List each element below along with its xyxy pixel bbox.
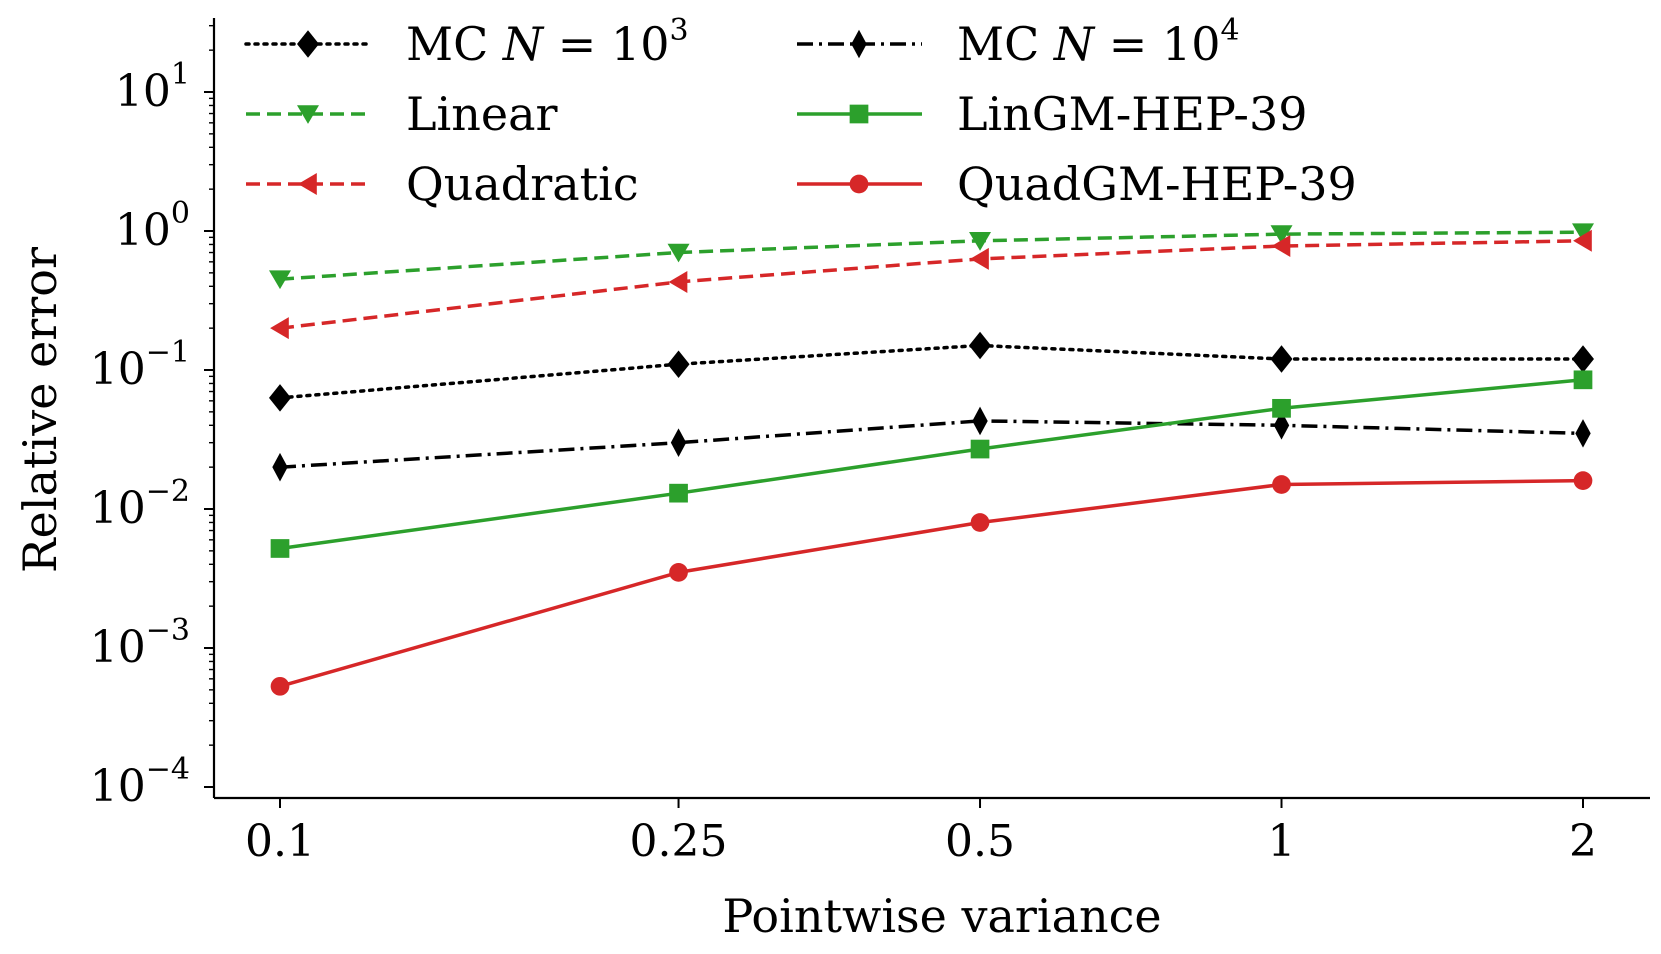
series-lingm-hep-39 <box>270 370 1593 558</box>
data-point <box>972 406 988 436</box>
data-point <box>670 428 687 457</box>
legend-marker <box>849 104 869 124</box>
legend-label: LinGM-HEP-39 <box>957 87 1307 141</box>
axes: 101 100 10−1 10−2 10−3 10−4 0.1 0.25 0.5 1 2 <box>90 18 1650 867</box>
series-layer <box>269 223 1594 696</box>
x-tick-label: 0.1 <box>245 816 315 867</box>
series-mc-n-10-3 <box>269 331 1594 412</box>
x-tick-label: 0.25 <box>630 816 728 867</box>
legend-entry: QuadGM-HEP-39 <box>797 157 1357 211</box>
data-point <box>1272 475 1291 494</box>
series-quadratic <box>270 229 1592 340</box>
legend-label: QuadGM-HEP-39 <box>957 157 1357 211</box>
series-line <box>279 239 1584 330</box>
legend-marker <box>297 30 319 58</box>
data-point <box>969 232 992 251</box>
data-point <box>1572 345 1594 373</box>
y-tick-label: 101 <box>115 57 190 117</box>
series-mc-n-10-4 <box>272 406 1591 482</box>
legend-entry: Linear <box>246 87 558 141</box>
data-point <box>1572 223 1594 243</box>
x-tick-label: 0.5 <box>945 816 1015 867</box>
data-point <box>969 331 992 360</box>
legend-marker <box>849 174 869 194</box>
legend: MC N = 103 MC N = 104 Linear LinGM-HEP-39 Qu… <box>244 13 1357 211</box>
data-point <box>1573 229 1592 252</box>
y-tick-label: 10−3 <box>90 613 190 673</box>
legend-label: MC N = 103 <box>406 13 689 71</box>
data-point <box>669 483 688 503</box>
legend-label: Quadratic <box>406 157 639 211</box>
legend-marker <box>298 173 317 195</box>
y-tick-label: 10−1 <box>90 335 190 395</box>
series-linear <box>269 223 1594 290</box>
data-point <box>970 513 990 532</box>
x-tick-label: 2 <box>1569 816 1597 867</box>
series-line <box>278 343 1585 400</box>
y-axis-label: Relative error <box>13 247 67 573</box>
legend-entry: LinGM-HEP-39 <box>797 87 1307 141</box>
data-point <box>667 350 690 378</box>
data-point <box>1272 398 1291 418</box>
y-tick-label: 10−4 <box>90 752 190 812</box>
data-point <box>1573 370 1593 390</box>
data-point <box>1271 234 1291 257</box>
data-point <box>270 539 290 558</box>
data-point <box>269 384 291 412</box>
series-line <box>279 419 1584 469</box>
data-point <box>1270 345 1293 373</box>
data-point <box>272 452 288 482</box>
data-point <box>668 270 688 293</box>
data-point <box>667 243 690 263</box>
legend-marker <box>851 29 867 59</box>
series-line <box>279 230 1584 281</box>
data-point <box>970 247 989 270</box>
y-tick-label: 10−2 <box>90 474 190 534</box>
legend-entry: Quadratic <box>246 157 639 211</box>
data-point <box>270 317 289 340</box>
series-quadgm-hep-39 <box>270 471 1593 696</box>
data-point <box>1270 225 1293 244</box>
legend-label: MC N = 104 <box>957 13 1240 71</box>
data-point <box>669 563 688 582</box>
legend-entry: MC N = 104 <box>797 13 1240 71</box>
data-point <box>269 270 291 290</box>
series-line <box>279 478 1584 688</box>
data-point <box>1575 419 1591 448</box>
legend-label: Linear <box>406 87 558 141</box>
x-tick-label: 1 <box>1268 816 1296 867</box>
data-point <box>1573 471 1593 490</box>
series-line <box>279 378 1584 551</box>
data-point <box>970 439 990 459</box>
y-tick-label: 100 <box>115 196 190 256</box>
data-point <box>270 676 290 696</box>
legend-entry: MC N = 103 <box>244 13 689 71</box>
data-point <box>1273 411 1290 440</box>
legend-marker <box>297 105 319 124</box>
x-axis-label: Pointwise variance <box>722 889 1161 943</box>
